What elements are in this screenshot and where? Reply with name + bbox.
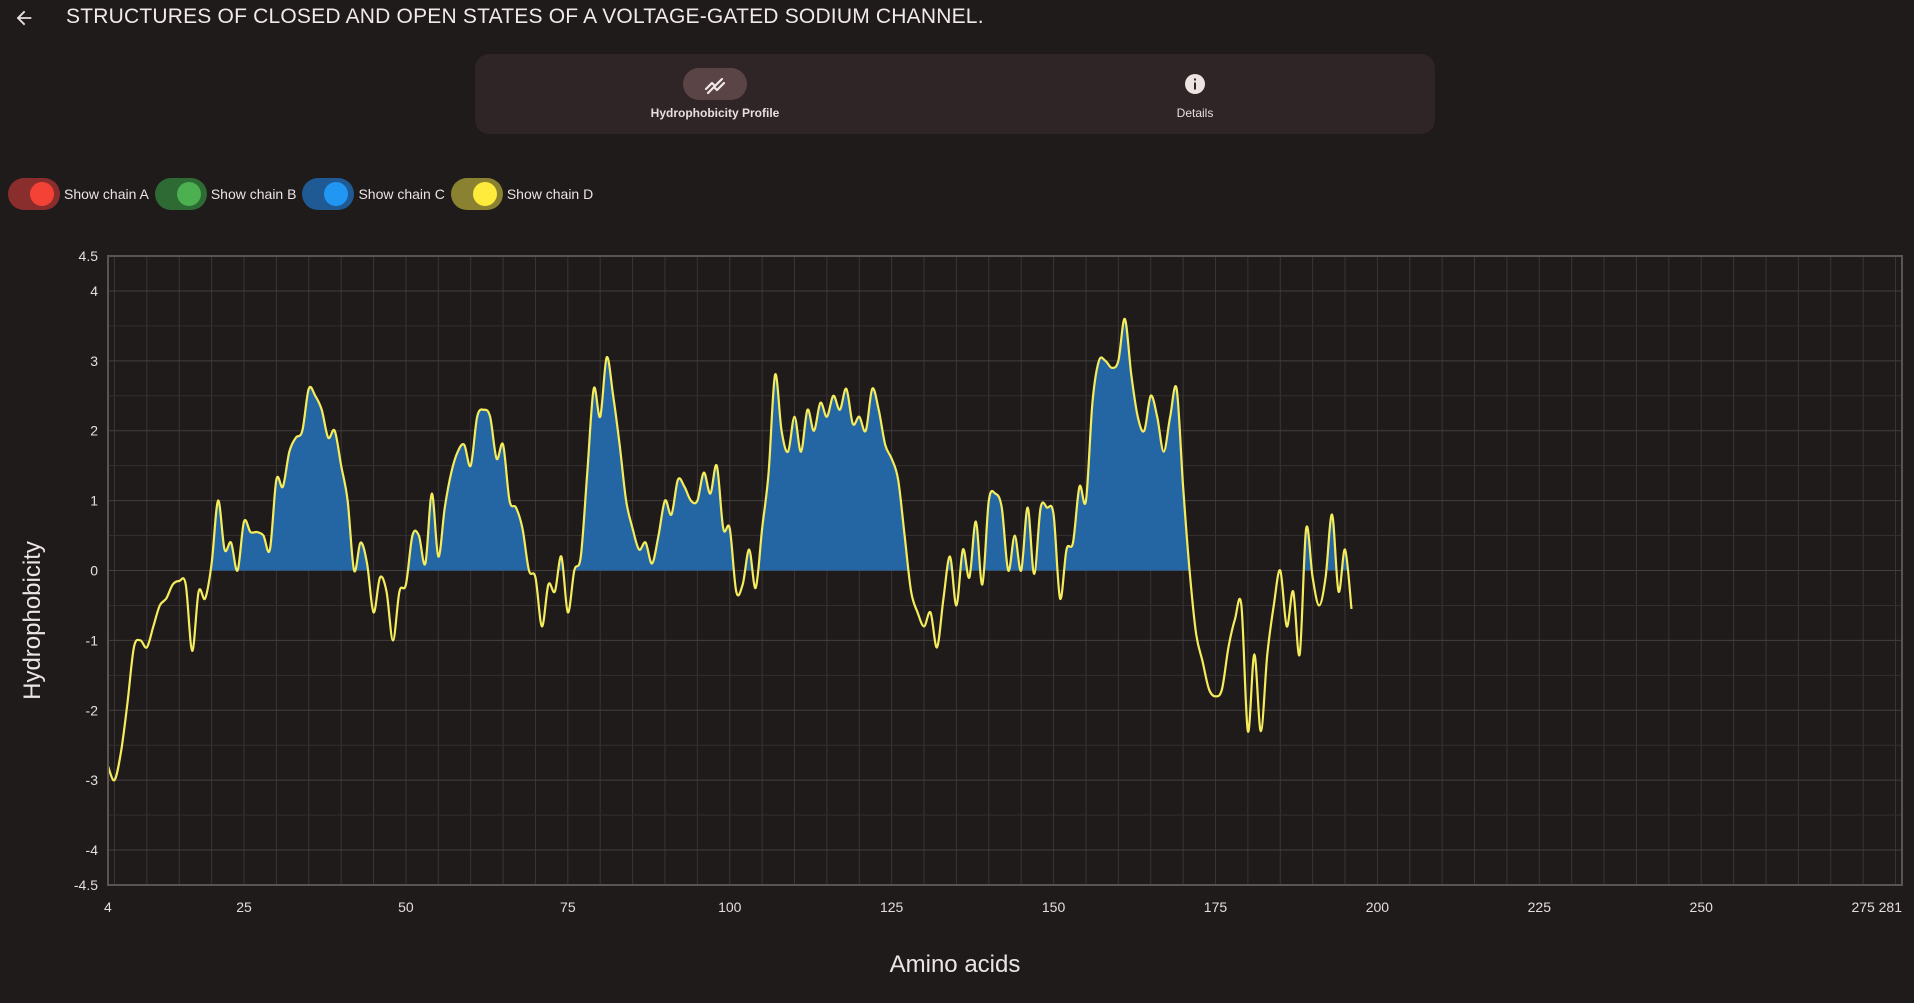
toggle-chain-a[interactable]: Show chain A	[8, 178, 151, 210]
x-tick-label: 125	[880, 899, 904, 915]
x-tick-label: 200	[1366, 899, 1390, 915]
y-axis-label: Hydrophobicity	[19, 541, 46, 700]
y-tick-labels: 4.5 4 3 2 1 0 -1 -2 -3 -4 -4.5	[74, 248, 98, 893]
tab-label: Details	[1176, 106, 1214, 120]
y-tick-label: -1	[86, 632, 99, 648]
y-tick-label: 3	[90, 353, 98, 369]
app-bar: STRUCTURES OF CLOSED AND OPEN STATES OF …	[0, 0, 1914, 36]
x-tick-label: 225	[1528, 899, 1552, 915]
tab-details[interactable]: Details	[955, 54, 1435, 134]
page-title: STRUCTURES OF CLOSED AND OPEN STATES OF …	[66, 5, 984, 28]
y-tick-label: 0	[90, 563, 98, 579]
switch-track[interactable]	[154, 178, 207, 210]
switch-track[interactable]	[302, 178, 355, 210]
x-tick-label: 175	[1204, 899, 1228, 915]
back-button[interactable]	[10, 4, 38, 32]
trending-chart-icon	[704, 77, 726, 95]
hydrophobicity-area-fill	[108, 318, 1352, 571]
y-tick-label: -2	[86, 702, 99, 718]
tab-hydrophobicity-profile[interactable]: Hydrophobicity Profile	[475, 54, 955, 134]
switch-thumb	[176, 182, 201, 206]
y-tick-label: 2	[90, 423, 98, 439]
switch-track[interactable]	[8, 178, 60, 210]
nav-icon-holder	[1163, 68, 1227, 100]
arrow-back-icon	[16, 10, 32, 26]
x-tick-label: 275	[1851, 899, 1875, 915]
x-tick-label: 50	[398, 899, 414, 915]
hydrophobicity-chart: 4.5 4 3 2 1 0 -1 -2 -3 -4 -4.5 4 25 50 75 100 125 150 175…	[0, 240, 1914, 998]
plot-frame	[107, 255, 1903, 886]
switch-thumb	[324, 182, 349, 206]
nav-indicator-pill	[683, 68, 747, 100]
y-tick-label: 4.5	[79, 248, 99, 264]
toggle-chain-c[interactable]: Show chain C	[302, 178, 446, 210]
switch-thumb	[472, 182, 497, 206]
x-tick-label: 4	[104, 899, 112, 915]
x-tick-label: 100	[718, 899, 742, 915]
toggle-chain-d[interactable]: Show chain D	[450, 178, 595, 210]
switch-track[interactable]	[450, 178, 503, 210]
x-tick-label: 25	[236, 899, 252, 915]
toggle-label: Show chain C	[358, 186, 445, 202]
chain-toggles: Show chain A Show chain B Show chain C S…	[8, 176, 599, 212]
toggle-label: Show chain D	[506, 186, 594, 202]
y-tick-label: -4.5	[74, 877, 98, 893]
tab-label: Hydrophobicity Profile	[650, 106, 780, 120]
hydrophobicity-line	[106, 317, 1353, 782]
toggle-chain-b[interactable]: Show chain B	[154, 178, 299, 210]
x-tick-label: 250	[1690, 899, 1714, 915]
hydrophobicity-chart-svg: 4.5 4 3 2 1 0 -1 -2 -3 -4 -4.5 4 25 50 75 100 125 150 175…	[19, 248, 1903, 978]
x-tick-label: 281	[1879, 899, 1903, 915]
x-tick-label: 150	[1042, 899, 1066, 915]
x-tick-label: 75	[560, 899, 576, 915]
y-tick-label: -4	[86, 842, 99, 858]
toggle-label: Show chain B	[210, 186, 297, 202]
toggle-label: Show chain A	[64, 186, 149, 202]
x-axis-label: Amino acids	[890, 951, 1021, 978]
switch-thumb	[30, 182, 54, 206]
navigation-bar: Hydrophobicity Profile Details	[475, 54, 1435, 134]
info-icon	[1185, 74, 1205, 94]
y-tick-label: 1	[90, 493, 98, 509]
x-tick-labels: 4 25 50 75 100 125 150 175 200 225 250 275 281	[104, 899, 1902, 915]
y-tick-label: 4	[90, 283, 98, 299]
y-tick-label: -3	[86, 772, 99, 788]
